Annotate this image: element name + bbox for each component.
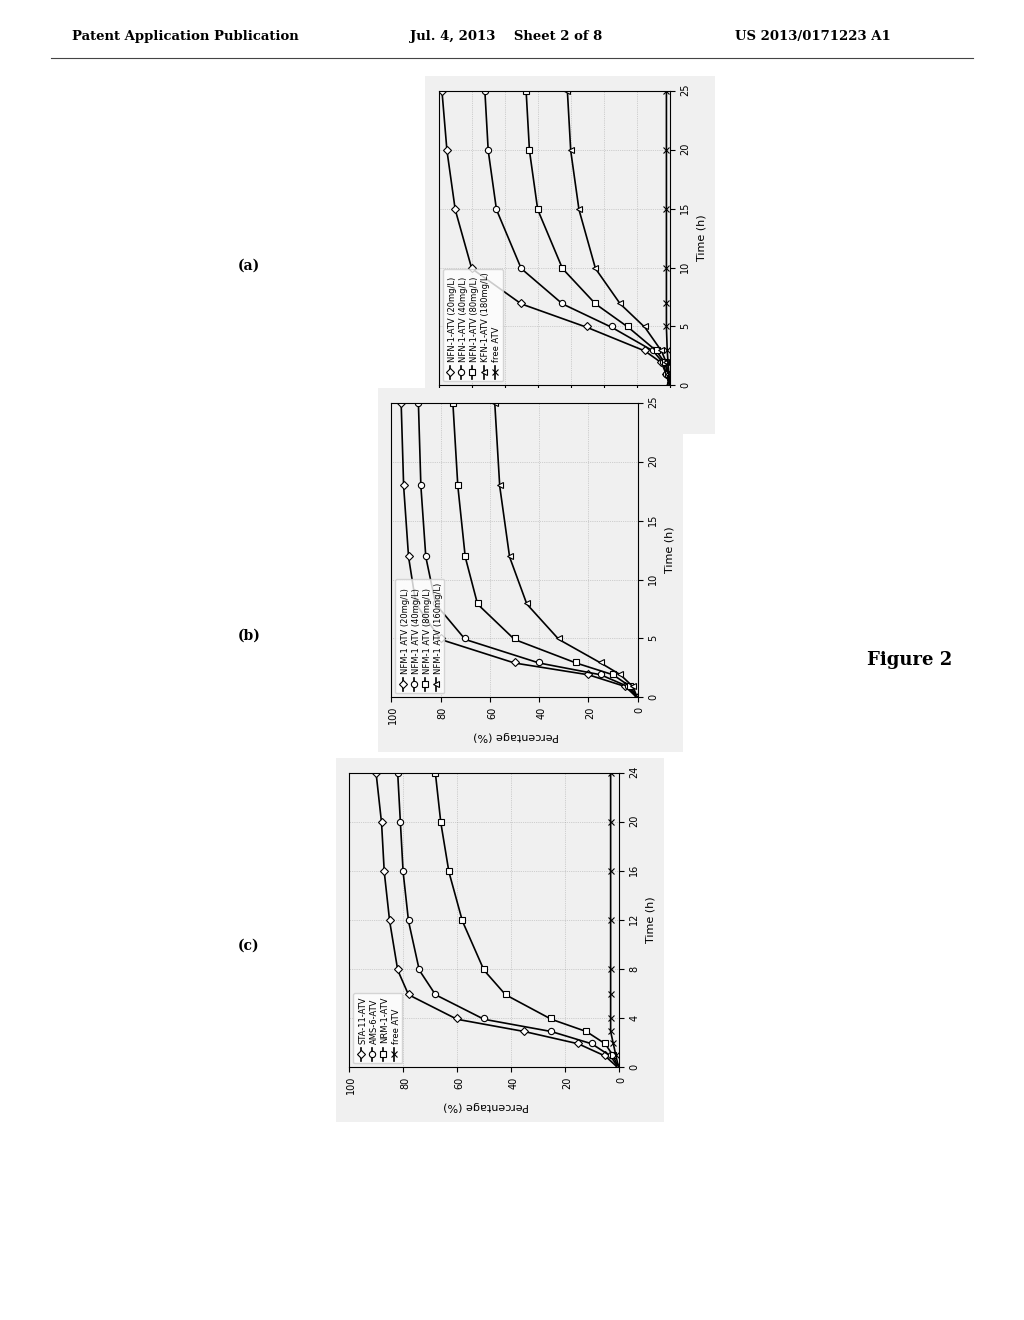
Text: (a): (a) [238, 259, 260, 273]
Text: (b): (b) [238, 630, 261, 643]
Text: Jul. 4, 2013    Sheet 2 of 8: Jul. 4, 2013 Sheet 2 of 8 [410, 30, 602, 44]
Text: (c): (c) [238, 939, 260, 953]
Text: US 2013/0171223 A1: US 2013/0171223 A1 [735, 30, 891, 44]
Text: Figure 2: Figure 2 [867, 651, 952, 669]
Text: Patent Application Publication: Patent Application Publication [72, 30, 299, 44]
